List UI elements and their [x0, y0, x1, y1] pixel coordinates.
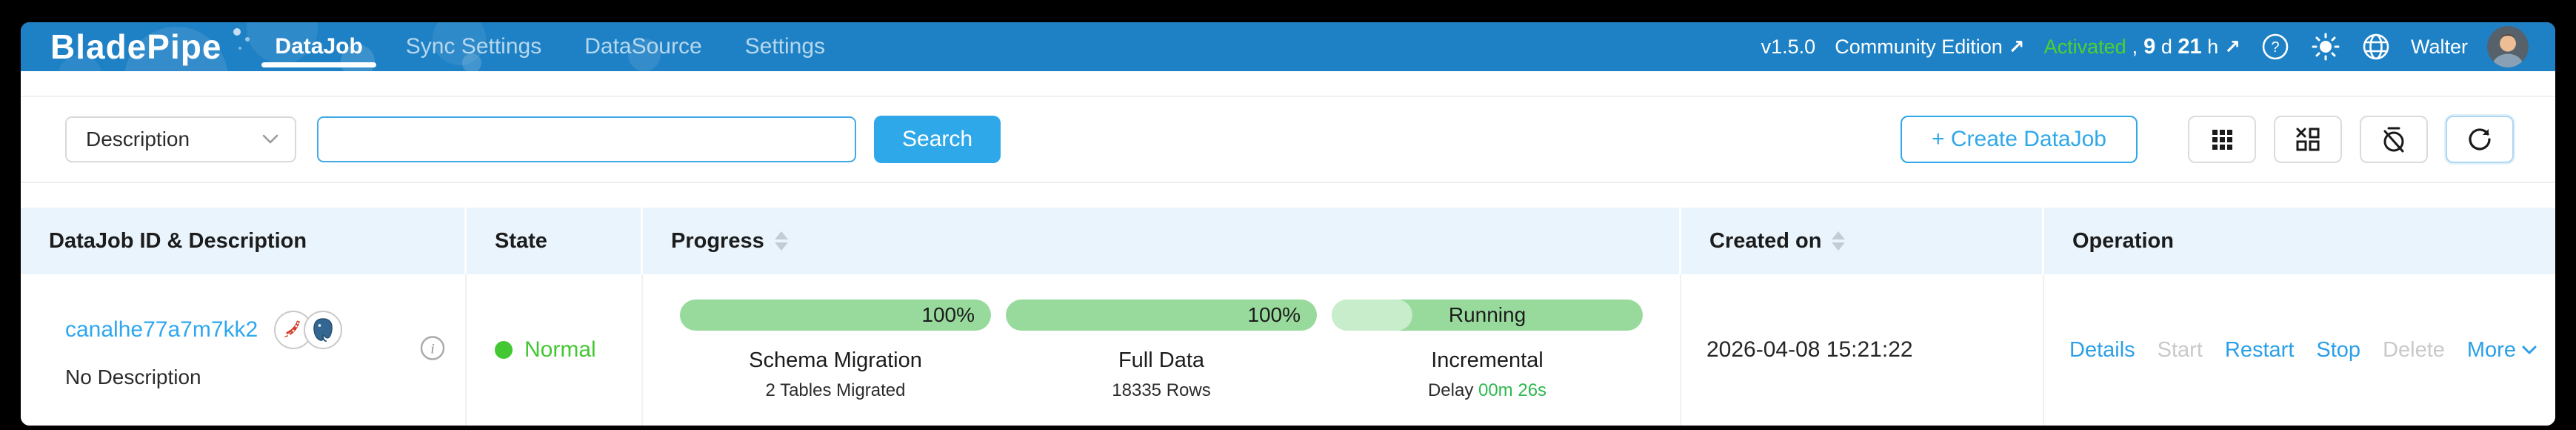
svg-text:?: ?	[2271, 39, 2279, 56]
language-globe-icon[interactable]	[2360, 31, 2392, 62]
column-header-state: State	[467, 208, 643, 274]
cell-created-on: 2026-04-08 15:21:22	[1681, 274, 2044, 426]
auto-refresh-off-button[interactable]	[2360, 116, 2428, 163]
license-status[interactable]: Activated , 9 d 21 h ↗	[2044, 35, 2240, 59]
progress-stage-detail: 2 Tables Migrated	[765, 380, 906, 400]
table-row: canalhe77a7m7kk2	[21, 274, 2555, 426]
external-link-icon: ↗	[2008, 35, 2025, 58]
header-right: v1.5.0 Community Edition ↗ Activated , 9…	[1761, 26, 2529, 67]
datajob-id-link[interactable]: canalhe77a7m7kk2	[65, 317, 258, 342]
chevron-down-icon	[2522, 345, 2537, 354]
logo-text: BladePipe	[50, 27, 222, 66]
op-more[interactable]: More	[2467, 338, 2537, 363]
table-header: DataJob ID & Description State Progress …	[21, 208, 2555, 274]
progress-bar: 100%	[1006, 299, 1317, 331]
progress-animated-segment	[1332, 299, 1413, 331]
refresh-icon	[2469, 128, 2491, 150]
chevron-down-icon	[262, 134, 278, 144]
postgresql-icon	[304, 311, 343, 349]
cell-state: Normal	[467, 274, 643, 426]
cell-progress: 100% Schema Migration 2 Tables Migrated …	[643, 274, 1681, 426]
timer-off-icon	[2383, 127, 2404, 153]
op-delete: Delete	[2383, 337, 2445, 362]
license-remaining: 9 d 21 h	[2143, 34, 2219, 59]
external-link-icon: ↗	[2224, 35, 2240, 58]
nav-tab-sync-settings[interactable]: Sync Settings	[405, 34, 542, 59]
progress-status: Running	[1448, 302, 1526, 326]
progress-incremental: Running Incremental Delay 00m 26s	[1332, 299, 1643, 401]
datasource-pair	[274, 311, 343, 349]
op-start: Start	[2157, 337, 2203, 362]
activated-label: Activated	[2043, 35, 2126, 58]
layout-toggle-button[interactable]	[2274, 116, 2342, 163]
datajob-table: DataJob ID & Description State Progress …	[21, 208, 2555, 426]
layout-xo-icon	[2296, 128, 2320, 151]
user-avatar[interactable]	[2487, 26, 2529, 67]
progress-percent: 100%	[1247, 302, 1301, 326]
progress-stage-label: Schema Migration	[749, 348, 922, 372]
op-restart[interactable]: Restart	[2224, 337, 2295, 362]
progress-stage-label: Incremental	[1431, 348, 1544, 372]
create-datajob-button[interactable]: + Create DataJob	[1901, 116, 2138, 163]
nav-tab-datajob[interactable]: DataJob	[260, 22, 377, 71]
nav-tab-datasource[interactable]: DataSource	[584, 34, 702, 59]
filter-toolbar: Description Search + Create DataJob	[21, 96, 2555, 183]
info-icon[interactable]: i	[419, 335, 446, 366]
top-nav-bar: BladePipe DataJob Sync Settings DataSour…	[21, 22, 2555, 71]
column-header-id: DataJob ID & Description	[21, 208, 467, 274]
progress-percent: 100%	[921, 302, 975, 326]
version-label: v1.5.0	[1761, 35, 1816, 58]
search-button[interactable]: Search	[874, 116, 1001, 163]
progress-stage-label: Full Data	[1118, 348, 1205, 372]
nav-tab-settings[interactable]: Settings	[744, 34, 826, 59]
refresh-button[interactable]	[2446, 116, 2514, 163]
main-nav: DataJob Sync Settings DataSource Setting…	[260, 22, 853, 71]
filter-field-value: Description	[86, 128, 190, 150]
bladepipe-logo[interactable]: BladePipe	[50, 27, 241, 67]
op-stop[interactable]: Stop	[2316, 337, 2361, 362]
column-header-created-on[interactable]: Created on	[1681, 208, 2044, 274]
delay-value: 00m 26s	[1478, 380, 1547, 400]
cell-id-description: canalhe77a7m7kk2	[21, 274, 467, 426]
progress-bar: 100%	[680, 299, 991, 331]
progress-bar: Running	[1332, 299, 1643, 331]
progress-schema-migration: 100% Schema Migration 2 Tables Migrated	[680, 299, 991, 401]
app-window: BladePipe DataJob Sync Settings DataSour…	[21, 22, 2555, 426]
column-header-progress[interactable]: Progress	[643, 208, 1681, 274]
datajob-description: No Description	[65, 366, 201, 388]
progress-stage-detail: Delay 00m 26s	[1427, 380, 1547, 400]
logo-particles	[233, 28, 241, 36]
grid-dots-icon	[2212, 130, 2232, 150]
sort-icon	[774, 231, 788, 251]
cell-operation: Details Start Restart Stop Delete More	[2044, 274, 2555, 426]
created-on-timestamp: 2026-04-08 15:21:22	[1706, 337, 1913, 362]
license-separator: ,	[2132, 35, 2138, 58]
help-icon[interactable]: ?	[2260, 31, 2291, 62]
theme-toggle-icon[interactable]	[2310, 31, 2341, 62]
edition-link[interactable]: Community Edition ↗	[1835, 35, 2025, 58]
op-details[interactable]: Details	[2069, 337, 2135, 362]
user-name[interactable]: Walter	[2410, 35, 2468, 58]
filter-field-select[interactable]: Description	[65, 116, 296, 162]
column-settings-button[interactable]	[2188, 116, 2256, 163]
state-dot	[495, 341, 513, 359]
sort-icon	[1832, 231, 1846, 251]
progress-stage-detail: 18335 Rows	[1112, 380, 1211, 400]
progress-full-data: 100% Full Data 18335 Rows	[1006, 299, 1317, 401]
search-input[interactable]	[317, 116, 856, 162]
column-header-operation: Operation	[2072, 228, 2174, 253]
svg-text:i: i	[430, 342, 434, 357]
state-badge: Normal	[524, 337, 596, 362]
